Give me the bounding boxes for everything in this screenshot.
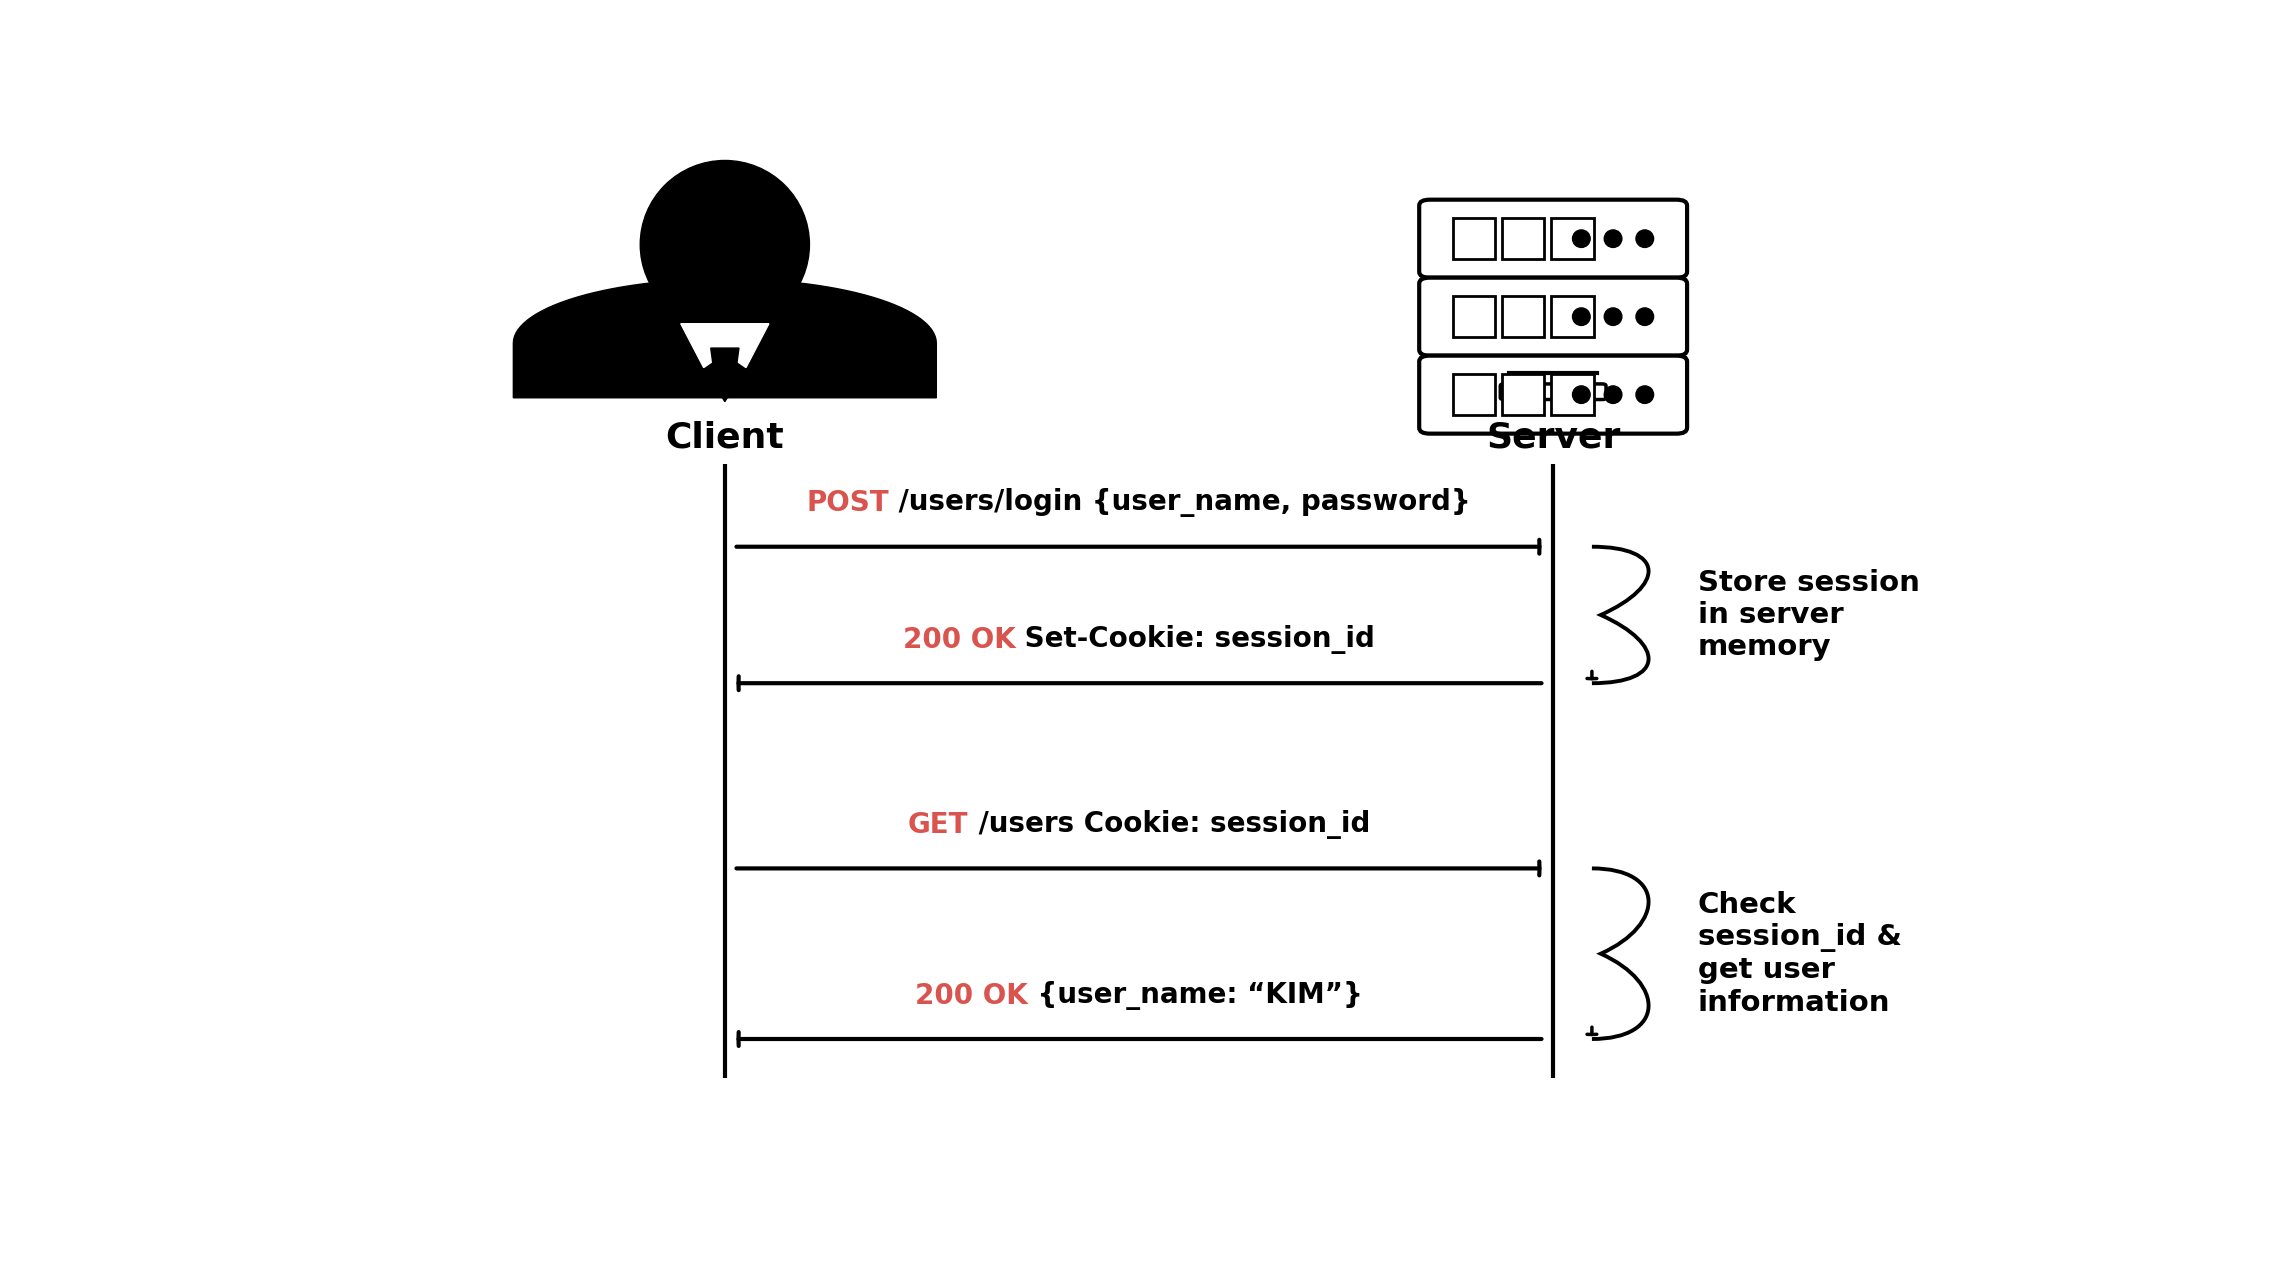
Ellipse shape <box>1635 230 1653 247</box>
Ellipse shape <box>1574 230 1590 247</box>
FancyBboxPatch shape <box>1453 219 1494 260</box>
Ellipse shape <box>1635 386 1653 404</box>
Text: Server: Server <box>1485 420 1621 454</box>
FancyBboxPatch shape <box>1419 277 1687 356</box>
Text: Client: Client <box>666 420 785 454</box>
Ellipse shape <box>1603 386 1621 404</box>
Polygon shape <box>514 279 937 398</box>
FancyBboxPatch shape <box>1503 375 1544 415</box>
Ellipse shape <box>641 161 810 329</box>
Ellipse shape <box>1574 386 1590 404</box>
FancyBboxPatch shape <box>1453 375 1494 415</box>
Ellipse shape <box>1603 230 1621 247</box>
FancyBboxPatch shape <box>1453 296 1494 337</box>
Text: 200 OK: 200 OK <box>914 981 1028 1010</box>
Text: 200 OK: 200 OK <box>903 625 1016 655</box>
FancyBboxPatch shape <box>1551 219 1594 260</box>
FancyBboxPatch shape <box>1419 200 1687 277</box>
Text: /users/login {user_name, password}: /users/login {user_name, password} <box>889 489 1471 518</box>
Text: Check
session_id &
get user
information: Check session_id & get user information <box>1699 890 1901 1017</box>
Ellipse shape <box>1574 308 1590 325</box>
Text: GET: GET <box>907 812 969 839</box>
FancyBboxPatch shape <box>1503 219 1544 260</box>
Text: Set-Cookie: session_id: Set-Cookie: session_id <box>1016 625 1376 655</box>
Text: /users Cookie: session_id: /users Cookie: session_id <box>969 810 1369 839</box>
Text: POST: POST <box>807 490 889 518</box>
Ellipse shape <box>1603 308 1621 325</box>
Text: {user_name: “KIM”}: {user_name: “KIM”} <box>1028 981 1362 1010</box>
FancyBboxPatch shape <box>1551 375 1594 415</box>
FancyBboxPatch shape <box>1503 296 1544 337</box>
Polygon shape <box>680 324 769 367</box>
FancyBboxPatch shape <box>1551 296 1594 337</box>
FancyBboxPatch shape <box>1501 384 1605 400</box>
Polygon shape <box>712 348 739 401</box>
Text: Store session
in server
memory: Store session in server memory <box>1699 568 1919 661</box>
Ellipse shape <box>1635 308 1653 325</box>
FancyBboxPatch shape <box>1419 356 1687 434</box>
